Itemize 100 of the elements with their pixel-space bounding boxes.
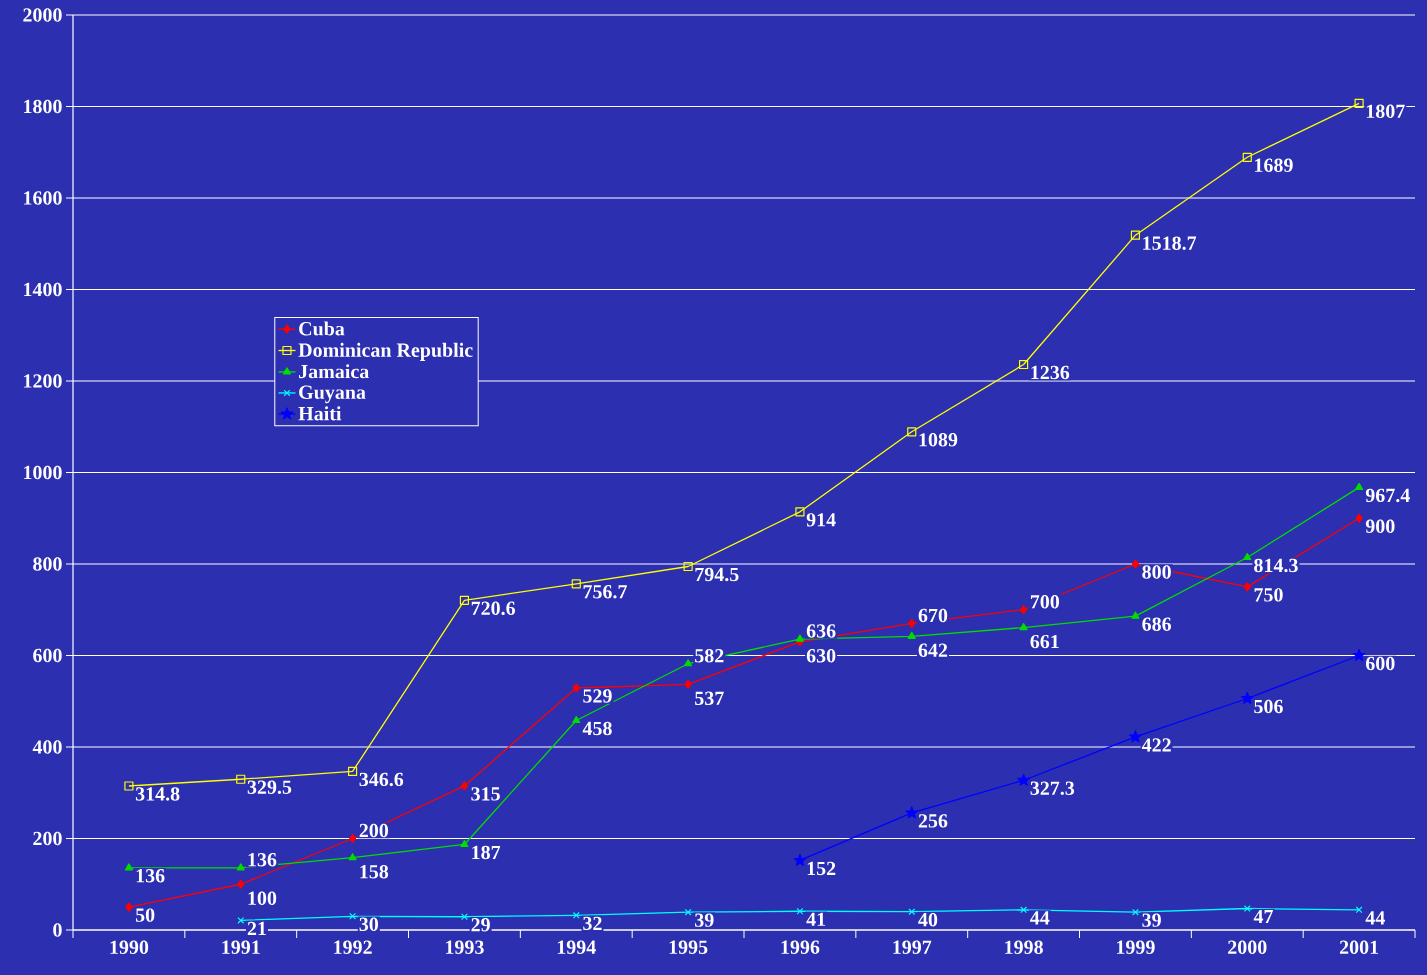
data-label: 346.6 xyxy=(359,772,404,787)
data-label: 900 xyxy=(1365,519,1395,533)
point xyxy=(1352,648,1366,661)
point xyxy=(236,863,245,871)
x-tick-label: 1995 xyxy=(669,940,708,954)
point xyxy=(1129,730,1142,743)
data-label: 794.5 xyxy=(695,567,739,582)
x-tick-label: 1992 xyxy=(334,940,372,954)
data-label: 1089 xyxy=(919,433,958,447)
y-tick-label: 200 xyxy=(33,831,62,846)
point xyxy=(125,902,133,912)
point xyxy=(684,659,693,667)
data-label: 700 xyxy=(1030,595,1060,609)
y-tick-label: 600 xyxy=(33,648,62,663)
data-label: 1236 xyxy=(1031,365,1070,380)
data-label: 44 xyxy=(1365,911,1385,925)
data-label: 39 xyxy=(695,913,714,927)
data-label: 1807 xyxy=(1366,104,1405,119)
point xyxy=(349,912,357,920)
data-label: 21 xyxy=(247,921,266,936)
point xyxy=(460,781,469,791)
data-label: 537 xyxy=(695,691,724,706)
x-tick-label: 1994 xyxy=(557,940,596,954)
point xyxy=(683,561,693,572)
legend-label: Cuba xyxy=(299,321,345,336)
point xyxy=(1354,98,1364,108)
data-label: 29 xyxy=(471,918,490,932)
point xyxy=(459,595,470,605)
legend-label: Guyana xyxy=(299,385,366,404)
data-label: 314.8 xyxy=(135,787,180,801)
point xyxy=(908,618,916,629)
point xyxy=(1131,611,1140,619)
data-label: 136 xyxy=(248,853,277,867)
point xyxy=(237,879,245,889)
data-label: 506 xyxy=(1254,699,1283,714)
point xyxy=(348,853,357,861)
data-label: 636 xyxy=(806,624,836,638)
data-label: 44 xyxy=(1030,911,1050,925)
y-tick-label: 400 xyxy=(32,740,62,754)
x-tick-label: 1993 xyxy=(446,940,484,954)
point xyxy=(124,863,133,871)
point xyxy=(1240,691,1254,704)
data-label: 1518.7 xyxy=(1143,236,1197,250)
legend-label: Haiti xyxy=(298,406,342,421)
data-label: 152 xyxy=(807,861,836,876)
point xyxy=(572,911,580,919)
y-tick-label: 0 xyxy=(53,923,62,937)
data-label: 47 xyxy=(1253,909,1273,924)
data-label: 329.5 xyxy=(247,780,292,795)
point xyxy=(1243,905,1251,912)
legend-label: Jamaica xyxy=(299,364,369,379)
point xyxy=(571,579,581,589)
x-tick-label: 1990 xyxy=(110,940,149,955)
point xyxy=(1132,908,1139,916)
point xyxy=(1019,605,1028,615)
legend-label: Dominican Republic xyxy=(298,342,473,361)
point xyxy=(347,766,358,777)
data-label: 1689 xyxy=(1255,158,1293,173)
y-tick-label: 1200 xyxy=(24,374,62,388)
data-label: 914 xyxy=(806,513,836,527)
data-label: 32 xyxy=(583,916,602,931)
point xyxy=(1130,230,1141,240)
x-tick-label: 1998 xyxy=(1005,940,1043,955)
data-label: 600 xyxy=(1365,656,1395,671)
data-label: 458 xyxy=(582,721,612,736)
data-label: 967.4 xyxy=(1365,488,1410,503)
point xyxy=(460,839,469,848)
data-label: 315 xyxy=(471,787,500,801)
data-label: 529 xyxy=(583,689,612,703)
data-label: 327.3 xyxy=(1030,781,1075,796)
y-tick-label: 1800 xyxy=(24,99,62,114)
data-label: 40 xyxy=(918,912,938,927)
point xyxy=(684,679,692,689)
point xyxy=(1131,559,1140,569)
data-label: 187 xyxy=(472,845,501,860)
data-label: 642 xyxy=(918,643,948,657)
point xyxy=(1242,152,1252,162)
data-label: 720.6 xyxy=(471,601,516,616)
data-label: 756.7 xyxy=(583,585,627,599)
point xyxy=(1243,552,1252,561)
point xyxy=(124,781,134,791)
x-tick-label: 2001 xyxy=(1339,940,1379,955)
data-label: 100 xyxy=(248,891,277,905)
point xyxy=(1355,482,1364,491)
x-tick-label: 1997 xyxy=(893,940,932,954)
data-label: 670 xyxy=(918,608,948,623)
point xyxy=(348,833,357,844)
point xyxy=(1017,773,1030,786)
point xyxy=(1355,513,1363,523)
data-label: 39 xyxy=(1142,913,1161,927)
data-label: 800 xyxy=(1142,565,1171,579)
point xyxy=(236,774,246,784)
data-label: 582 xyxy=(695,648,724,663)
y-tick-label: 2000 xyxy=(23,8,62,22)
data-label: 256 xyxy=(918,814,948,828)
data-label: 136 xyxy=(136,869,165,883)
point xyxy=(907,427,917,437)
data-label: 41 xyxy=(806,912,826,926)
point xyxy=(905,806,919,819)
point xyxy=(572,683,580,693)
